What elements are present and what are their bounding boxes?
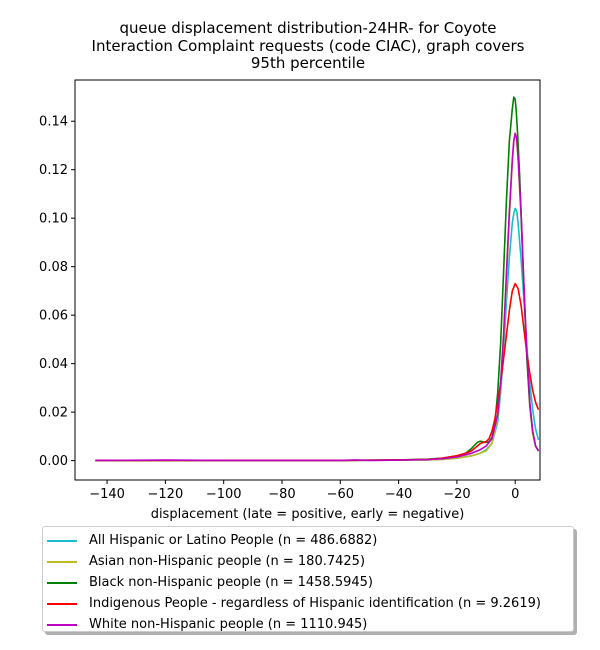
y-tick-label: 0.02: [39, 406, 68, 421]
legend-swatch: [47, 602, 77, 605]
legend: All Hispanic or Latino People (n = 486.6…: [42, 526, 574, 632]
series-line-4: [95, 282, 540, 462]
x-tick-label: −40: [385, 487, 412, 502]
y-tick-label: 0.12: [39, 163, 68, 178]
legend-item: Indigenous People - regardless of Hispan…: [43, 593, 573, 614]
x-axis-ticks: −140 −120 −100 −80 −60 −40 −20 0: [89, 480, 519, 502]
y-tick-label: 0.10: [39, 212, 68, 227]
legend-swatch: [47, 581, 77, 584]
series-line-3: [95, 96, 540, 462]
series-layer: [95, 96, 540, 462]
legend-item: All Hispanic or Latino People (n = 486.6…: [43, 530, 573, 551]
x-tick-label: −80: [268, 487, 295, 502]
x-axis-label: displacement (late = positive, early = n…: [151, 507, 465, 522]
x-tick-label: −100: [206, 487, 242, 502]
legend-swatch: [47, 560, 77, 563]
x-tick-label: −20: [443, 487, 470, 502]
series-line-1: [95, 207, 540, 462]
legend-swatch: [47, 623, 77, 626]
chart-title: queue displacement distribution-24HR- fo…: [91, 19, 525, 72]
x-tick-label: 0: [511, 487, 519, 502]
series-line-5: [95, 132, 540, 462]
y-tick-label: 0.14: [39, 115, 68, 130]
y-tick-label: 0.06: [39, 309, 68, 324]
legend-label: Indigenous People - regardless of Hispan…: [89, 596, 541, 611]
legend-label: All Hispanic or Latino People (n = 486.6…: [89, 533, 378, 548]
legend-label: Asian non-Hispanic people (n = 180.7425): [89, 554, 366, 569]
legend-item: Black non-Hispanic people (n = 1458.5945…: [43, 572, 573, 593]
legend-item: White non-Hispanic people (n = 1110.945): [43, 614, 573, 635]
x-tick-label: −60: [327, 487, 354, 502]
legend-label: Black non-Hispanic people (n = 1458.5945…: [89, 575, 373, 590]
x-tick-label: −140: [89, 487, 125, 502]
y-tick-label: 0.08: [39, 260, 68, 275]
y-tick-label: 0.00: [39, 454, 68, 469]
plot-frame: [74, 79, 541, 481]
x-tick-label: −120: [148, 487, 184, 502]
y-tick-label: 0.04: [39, 357, 68, 372]
legend-item: Asian non-Hispanic people (n = 180.7425): [43, 551, 573, 572]
legend-label: White non-Hispanic people (n = 1110.945): [89, 617, 368, 632]
y-axis-ticks: 0.00 0.02 0.04 0.06 0.08 0.10 0.12 0.14: [39, 115, 75, 469]
series-line-2: [95, 132, 540, 462]
legend-swatch: [47, 539, 77, 542]
